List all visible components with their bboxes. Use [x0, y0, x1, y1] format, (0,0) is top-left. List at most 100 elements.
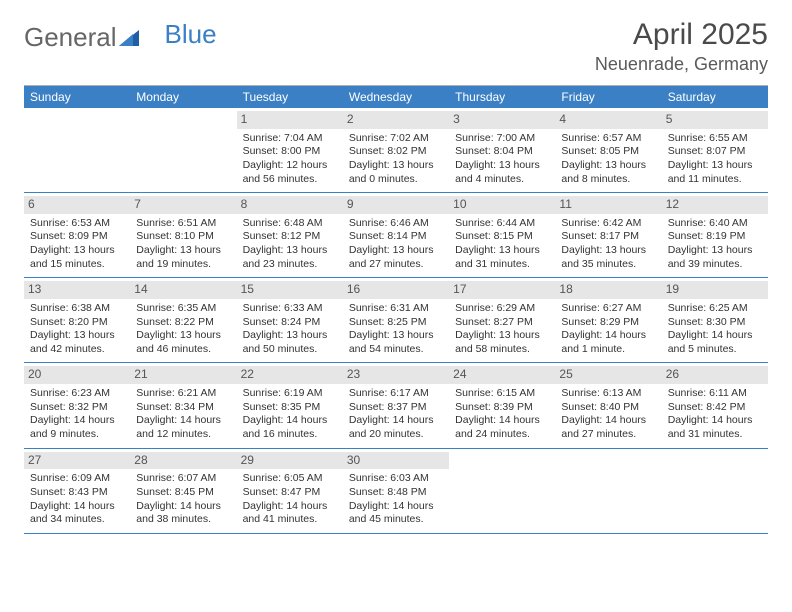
sunrise-text: Sunrise: 7:02 AM — [349, 132, 443, 146]
day-number: 9 — [343, 196, 449, 214]
daylight1-text: Daylight: 14 hours — [668, 414, 762, 428]
sunrise-text: Sunrise: 6:21 AM — [136, 387, 230, 401]
sunrise-text: Sunrise: 6:17 AM — [349, 387, 443, 401]
day-number: 17 — [449, 281, 555, 299]
header: General Blue April 2025 Neuenrade, Germa… — [24, 18, 768, 75]
daylight2-text: and 27 minutes. — [349, 258, 443, 272]
sunset-text: Sunset: 8:42 PM — [668, 401, 762, 415]
day-number: 26 — [662, 366, 768, 384]
day-cell: 22Sunrise: 6:19 AMSunset: 8:35 PMDayligh… — [237, 363, 343, 447]
sunset-text: Sunset: 8:05 PM — [561, 145, 655, 159]
sunset-text: Sunset: 8:20 PM — [30, 316, 124, 330]
day-cell: 17Sunrise: 6:29 AMSunset: 8:27 PMDayligh… — [449, 278, 555, 362]
sunset-text: Sunset: 8:14 PM — [349, 230, 443, 244]
sunset-text: Sunset: 8:48 PM — [349, 486, 443, 500]
daylight2-text: and 9 minutes. — [30, 428, 124, 442]
sunset-text: Sunset: 8:29 PM — [561, 316, 655, 330]
daylight2-text: and 15 minutes. — [30, 258, 124, 272]
sunset-text: Sunset: 8:39 PM — [455, 401, 549, 415]
daylight1-text: Daylight: 12 hours — [243, 159, 337, 173]
week-row: 20Sunrise: 6:23 AMSunset: 8:32 PMDayligh… — [24, 363, 768, 448]
day-number: 29 — [237, 452, 343, 470]
sunrise-text: Sunrise: 6:51 AM — [136, 217, 230, 231]
day-number: 11 — [555, 196, 661, 214]
daylight1-text: Daylight: 13 hours — [668, 244, 762, 258]
calendar: Sunday Monday Tuesday Wednesday Thursday… — [24, 86, 768, 534]
day-cell — [662, 449, 768, 533]
daylight2-text: and 1 minute. — [561, 343, 655, 357]
day-cell: 16Sunrise: 6:31 AMSunset: 8:25 PMDayligh… — [343, 278, 449, 362]
day-cell — [449, 449, 555, 533]
day-cell: 25Sunrise: 6:13 AMSunset: 8:40 PMDayligh… — [555, 363, 661, 447]
sunrise-text: Sunrise: 7:00 AM — [455, 132, 549, 146]
day-cell: 6Sunrise: 6:53 AMSunset: 8:09 PMDaylight… — [24, 193, 130, 277]
daylight2-text: and 41 minutes. — [243, 513, 337, 527]
sunrise-text: Sunrise: 6:31 AM — [349, 302, 443, 316]
day-number: 24 — [449, 366, 555, 384]
sunset-text: Sunset: 8:12 PM — [243, 230, 337, 244]
day-number: 4 — [555, 111, 661, 129]
day-header: Friday — [555, 86, 661, 108]
sunset-text: Sunset: 8:02 PM — [349, 145, 443, 159]
day-cell: 26Sunrise: 6:11 AMSunset: 8:42 PMDayligh… — [662, 363, 768, 447]
day-header: Sunday — [24, 86, 130, 108]
sunrise-text: Sunrise: 6:09 AM — [30, 472, 124, 486]
sunset-text: Sunset: 8:34 PM — [136, 401, 230, 415]
sunrise-text: Sunrise: 6:57 AM — [561, 132, 655, 146]
day-cell — [130, 108, 236, 192]
daylight1-text: Daylight: 14 hours — [136, 500, 230, 514]
day-number: 7 — [130, 196, 236, 214]
daylight2-text: and 23 minutes. — [243, 258, 337, 272]
day-number: 28 — [130, 452, 236, 470]
day-header: Saturday — [662, 86, 768, 108]
daylight1-text: Daylight: 13 hours — [561, 159, 655, 173]
day-number: 12 — [662, 196, 768, 214]
sunset-text: Sunset: 8:40 PM — [561, 401, 655, 415]
daylight1-text: Daylight: 13 hours — [455, 244, 549, 258]
sunset-text: Sunset: 8:27 PM — [455, 316, 549, 330]
sunrise-text: Sunrise: 6:07 AM — [136, 472, 230, 486]
sunrise-text: Sunrise: 6:40 AM — [668, 217, 762, 231]
daylight2-text: and 24 minutes. — [455, 428, 549, 442]
daylight2-text: and 34 minutes. — [30, 513, 124, 527]
day-cell: 9Sunrise: 6:46 AMSunset: 8:14 PMDaylight… — [343, 193, 449, 277]
daylight2-text: and 8 minutes. — [561, 173, 655, 187]
daylight1-text: Daylight: 13 hours — [30, 329, 124, 343]
daylight2-text: and 27 minutes. — [561, 428, 655, 442]
day-number: 1 — [237, 111, 343, 129]
day-cell: 28 Sunrise: 6:07 AMSunset: 8:45 PMDayligh… — [130, 449, 236, 533]
daylight2-text: and 12 minutes. — [136, 428, 230, 442]
day-number: 8 — [237, 196, 343, 214]
sunrise-text: Sunrise: 6:13 AM — [561, 387, 655, 401]
day-cell — [555, 449, 661, 533]
day-number: 6 — [24, 196, 130, 214]
daylight2-text: and 50 minutes. — [243, 343, 337, 357]
daylight2-text: and 0 minutes. — [349, 173, 443, 187]
week-row: 1Sunrise: 7:04 AMSunset: 8:00 PMDaylight… — [24, 108, 768, 193]
sunset-text: Sunset: 8:47 PM — [243, 486, 337, 500]
sunrise-text: Sunrise: 6:27 AM — [561, 302, 655, 316]
day-cell: 12Sunrise: 6:40 AMSunset: 8:19 PMDayligh… — [662, 193, 768, 277]
sunrise-text: Sunrise: 6:23 AM — [30, 387, 124, 401]
day-number: 5 — [662, 111, 768, 129]
sunrise-text: Sunrise: 6:46 AM — [349, 217, 443, 231]
week-row: 13Sunrise: 6:38 AMSunset: 8:20 PMDayligh… — [24, 278, 768, 363]
sunset-text: Sunset: 8:22 PM — [136, 316, 230, 330]
weeks-container: 1Sunrise: 7:04 AMSunset: 8:00 PMDaylight… — [24, 108, 768, 534]
daylight2-text: and 16 minutes. — [243, 428, 337, 442]
sunrise-text: Sunrise: 6:38 AM — [30, 302, 124, 316]
daylight2-text: and 56 minutes. — [243, 173, 337, 187]
title-block: April 2025 Neuenrade, Germany — [595, 18, 768, 75]
day-number: 14 — [130, 281, 236, 299]
daylight1-text: Daylight: 14 hours — [30, 500, 124, 514]
day-cell: 10Sunrise: 6:44 AMSunset: 8:15 PMDayligh… — [449, 193, 555, 277]
sunset-text: Sunset: 8:32 PM — [30, 401, 124, 415]
sunset-text: Sunset: 8:45 PM — [136, 486, 230, 500]
sunrise-text: Sunrise: 6:03 AM — [349, 472, 443, 486]
daylight1-text: Daylight: 14 hours — [243, 414, 337, 428]
day-cell: 29Sunrise: 6:05 AMSunset: 8:47 PMDayligh… — [237, 449, 343, 533]
daylight1-text: Daylight: 13 hours — [136, 244, 230, 258]
daylight1-text: Daylight: 14 hours — [668, 329, 762, 343]
daylight1-text: Daylight: 14 hours — [30, 414, 124, 428]
daylight2-text: and 54 minutes. — [349, 343, 443, 357]
